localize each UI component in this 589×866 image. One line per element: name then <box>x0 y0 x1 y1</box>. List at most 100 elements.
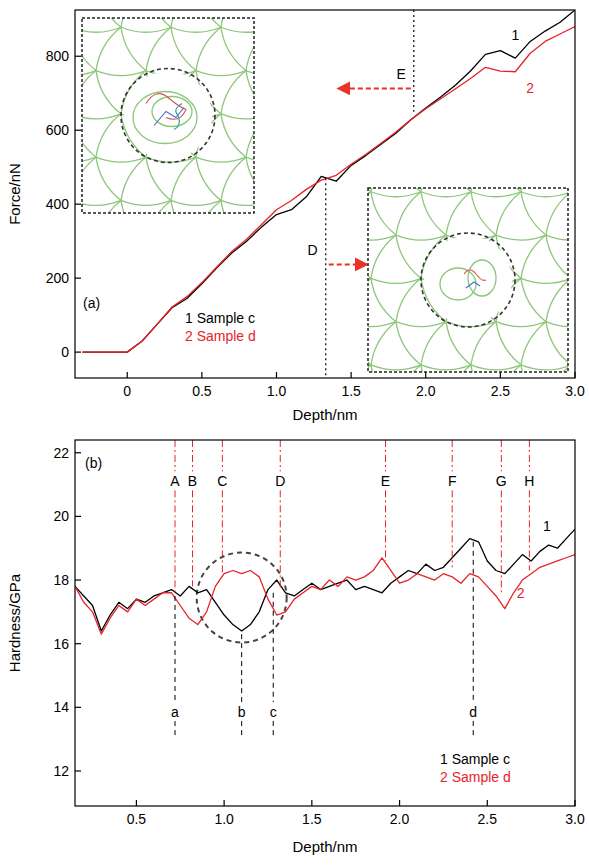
dislocation-line <box>396 278 421 321</box>
inset-ground <box>82 18 254 213</box>
y-tick-label: 800 <box>46 48 70 64</box>
dislocation-line <box>221 200 254 205</box>
dislocation-line <box>171 27 196 70</box>
y-tick <box>75 352 81 353</box>
y-tick <box>75 643 81 644</box>
dislocation-line <box>82 114 96 157</box>
y-tick-label: 12 <box>53 763 69 779</box>
x-tick-label: 0 <box>123 383 131 399</box>
annotation-line <box>385 490 386 561</box>
plot-frame <box>75 440 575 806</box>
annotation-line <box>385 440 386 471</box>
dislocation-line <box>82 200 96 213</box>
dislocation-line <box>246 18 254 27</box>
x-tick <box>399 800 400 806</box>
dislocation-line <box>546 235 568 240</box>
annotation-line <box>222 440 223 471</box>
annotation-label: E <box>381 473 390 489</box>
plot-area <box>82 10 575 352</box>
dislocation-line <box>521 365 568 370</box>
dislocation-line <box>521 365 546 372</box>
dislocation-line <box>371 278 396 321</box>
dislocation-line <box>446 322 471 365</box>
dislocation-line <box>146 18 171 27</box>
x-tick-label: 3.0 <box>565 383 585 399</box>
plot-area <box>75 529 575 642</box>
dislocation-line <box>96 200 121 213</box>
annotation-line <box>241 634 242 702</box>
x-tick <box>311 800 312 806</box>
annotation-line <box>175 721 176 739</box>
dislocation-line <box>96 114 121 157</box>
annotation-label: D <box>275 473 285 489</box>
dislocation-line <box>546 192 568 235</box>
dislocation-loop <box>468 260 496 296</box>
dislocation-line <box>146 157 171 200</box>
annotation-label: F <box>448 473 457 489</box>
inset-circle <box>121 69 215 163</box>
annotation-line <box>473 542 474 702</box>
dislocation-line <box>396 322 446 327</box>
x-tick-label: 1.0 <box>267 383 287 399</box>
x-axis-title: Depth/nm <box>292 406 357 423</box>
dislocation-line <box>96 18 121 27</box>
series-label: 2 <box>517 585 525 601</box>
y-tick <box>75 130 81 131</box>
y-tick-label: 0 <box>61 344 69 360</box>
dislocation-line <box>496 365 521 372</box>
y-tick <box>75 278 81 279</box>
inset-image <box>271 105 589 456</box>
dislocation-line <box>246 27 254 70</box>
y-tick-label: 400 <box>46 196 70 212</box>
dislocation-line <box>96 71 146 76</box>
dislocation-line <box>368 235 371 278</box>
inset-image <box>0 0 346 292</box>
annotation-label: G <box>496 473 507 489</box>
annotation-label: d <box>469 704 477 720</box>
y-tick <box>75 452 81 453</box>
legend-entry: 1 Sample c <box>185 310 255 326</box>
annotation-line <box>192 440 193 471</box>
dislocation-line <box>221 27 246 70</box>
x-tick <box>127 372 128 378</box>
dislocation-line <box>496 235 546 240</box>
dislocation-line <box>546 235 568 278</box>
dislocation-line <box>246 114 254 157</box>
dislocation-line <box>82 157 96 200</box>
dislocation-line <box>371 365 396 372</box>
y-tick <box>75 579 81 580</box>
annotation-line <box>529 490 530 570</box>
dislocation-line <box>396 235 446 240</box>
dislocation-line <box>371 235 396 278</box>
panel-label: (b) <box>85 455 102 471</box>
dislocation-line <box>96 157 146 162</box>
annotation-label: c <box>270 704 277 720</box>
y-tick <box>75 56 81 57</box>
x-tick-label: 0.5 <box>127 811 147 827</box>
dislocation-line <box>196 200 221 213</box>
annotation-label: b <box>238 704 246 720</box>
dislocation-line <box>221 71 246 114</box>
x-tick <box>136 800 137 806</box>
inset-network <box>82 18 254 213</box>
defect-line <box>174 104 182 130</box>
annotation-line <box>192 490 193 586</box>
dislocation-line <box>421 192 471 197</box>
annotation-label: E <box>396 66 405 82</box>
dislocation-line <box>471 365 521 370</box>
y-axis-title: Force/nN <box>6 163 23 225</box>
x-axis-title: Depth/nm <box>292 838 357 855</box>
legend-entry: 2 Sample d <box>440 769 511 785</box>
dislocation-line <box>246 157 254 200</box>
dislocation-line <box>221 18 246 27</box>
dislocation-line <box>521 278 568 283</box>
x-tick-label: 1.5 <box>302 811 322 827</box>
annotation-line <box>473 721 474 739</box>
x-tick-label: 0.5 <box>192 383 212 399</box>
inset-border <box>82 18 254 213</box>
annotation-line <box>241 721 242 739</box>
x-tick <box>487 800 488 806</box>
dislocation-line <box>121 27 146 70</box>
series-label: 1 <box>511 27 519 43</box>
dislocation-line <box>121 157 146 200</box>
